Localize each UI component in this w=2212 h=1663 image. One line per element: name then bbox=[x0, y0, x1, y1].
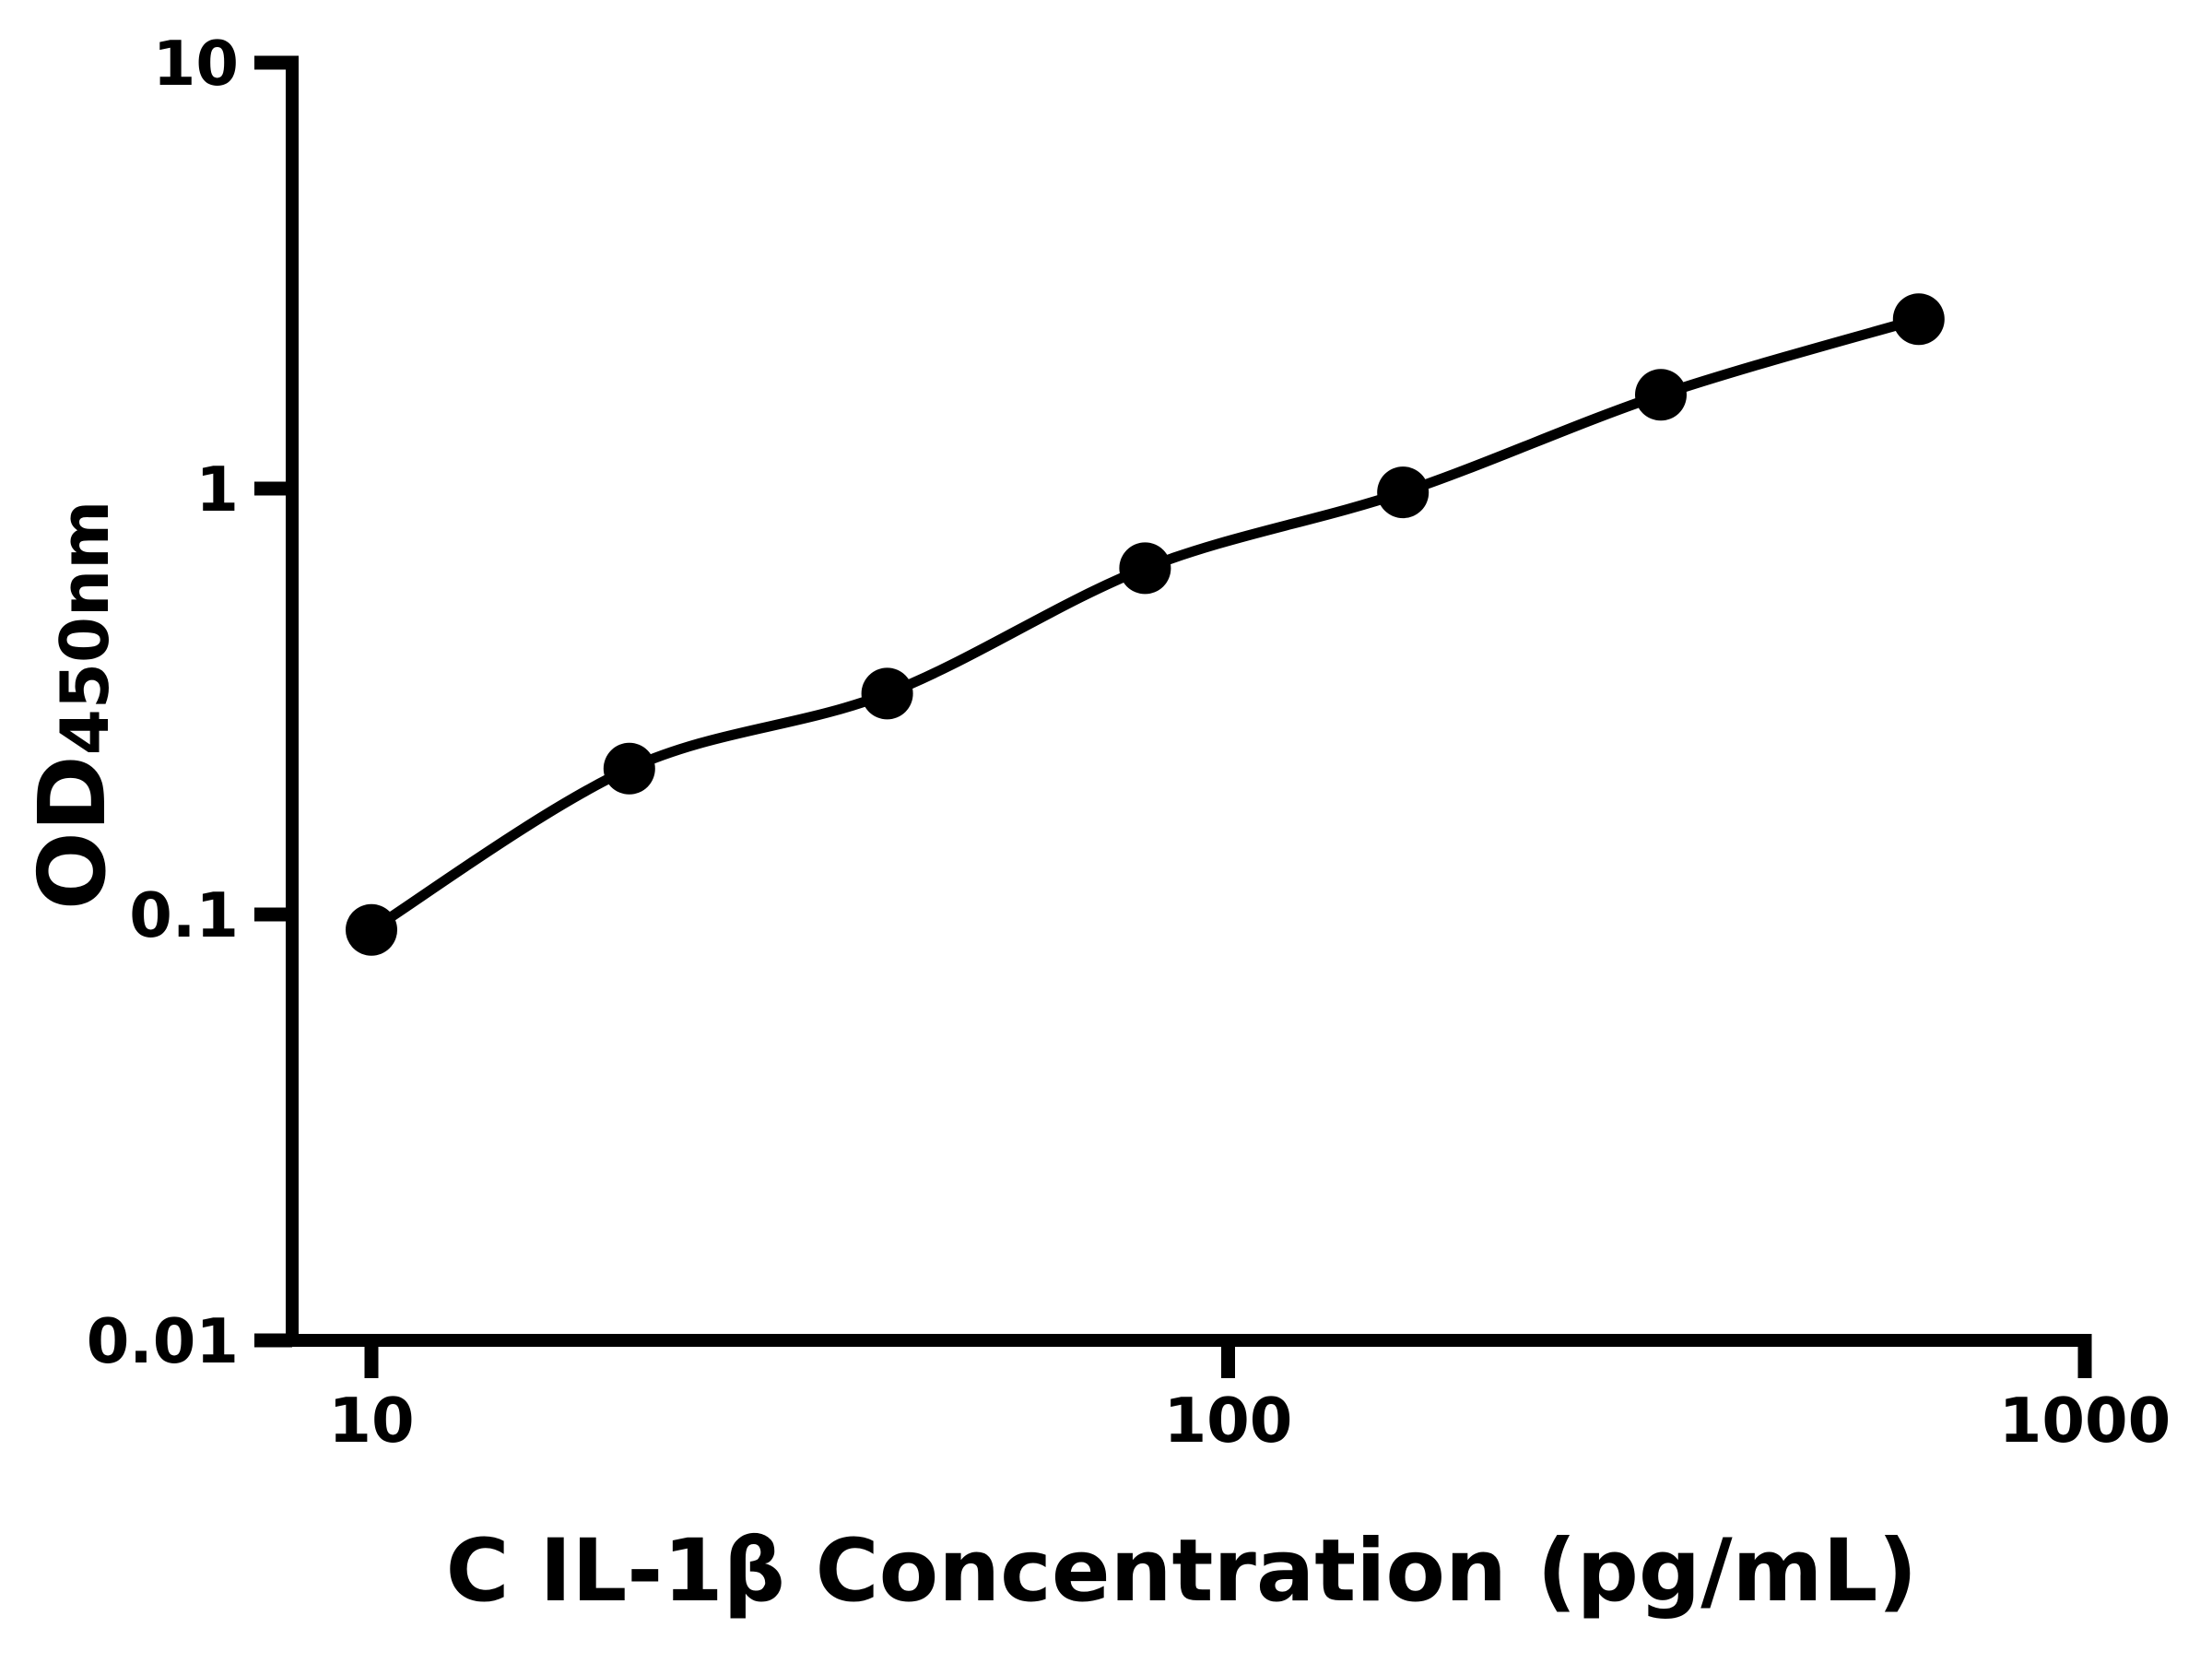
data-point-marker bbox=[1892, 293, 1945, 346]
y-tick-label: 0.1 bbox=[129, 879, 239, 951]
x-tick-label: 10 bbox=[328, 1385, 414, 1457]
axes-frame bbox=[286, 55, 2092, 1347]
x-tick-label: 100 bbox=[1164, 1385, 1293, 1457]
standard-curve-line bbox=[366, 313, 1924, 936]
y-tick-label: 1 bbox=[195, 454, 239, 525]
data-point-marker bbox=[1119, 542, 1171, 595]
x-axis-title: C IL-1β Concentration (pg/mL) bbox=[446, 1521, 1918, 1622]
y-axis-ticks bbox=[254, 55, 292, 1348]
data-point-marker bbox=[861, 667, 913, 720]
data-point-marker bbox=[603, 742, 655, 795]
y-axis-title-subscript: 450nm bbox=[46, 501, 124, 756]
y-axis-title: OD450nm bbox=[18, 501, 126, 911]
y-tick-label: 0.01 bbox=[87, 1305, 239, 1377]
x-axis-tick-labels: 10 100 1000 bbox=[328, 1385, 2171, 1457]
y-axis-title-main: OD bbox=[18, 755, 126, 910]
data-point-marker bbox=[346, 903, 397, 956]
data-point-marker bbox=[1635, 369, 1687, 421]
x-axis-ticks bbox=[364, 1340, 2092, 1378]
data-points bbox=[346, 293, 1945, 956]
y-tick-label: 10 bbox=[153, 28, 239, 100]
y-axis-tick-labels: 10 1 0.1 0.01 bbox=[87, 28, 239, 1377]
x-tick-label: 1000 bbox=[1999, 1385, 2171, 1457]
data-point-marker bbox=[1377, 466, 1430, 519]
